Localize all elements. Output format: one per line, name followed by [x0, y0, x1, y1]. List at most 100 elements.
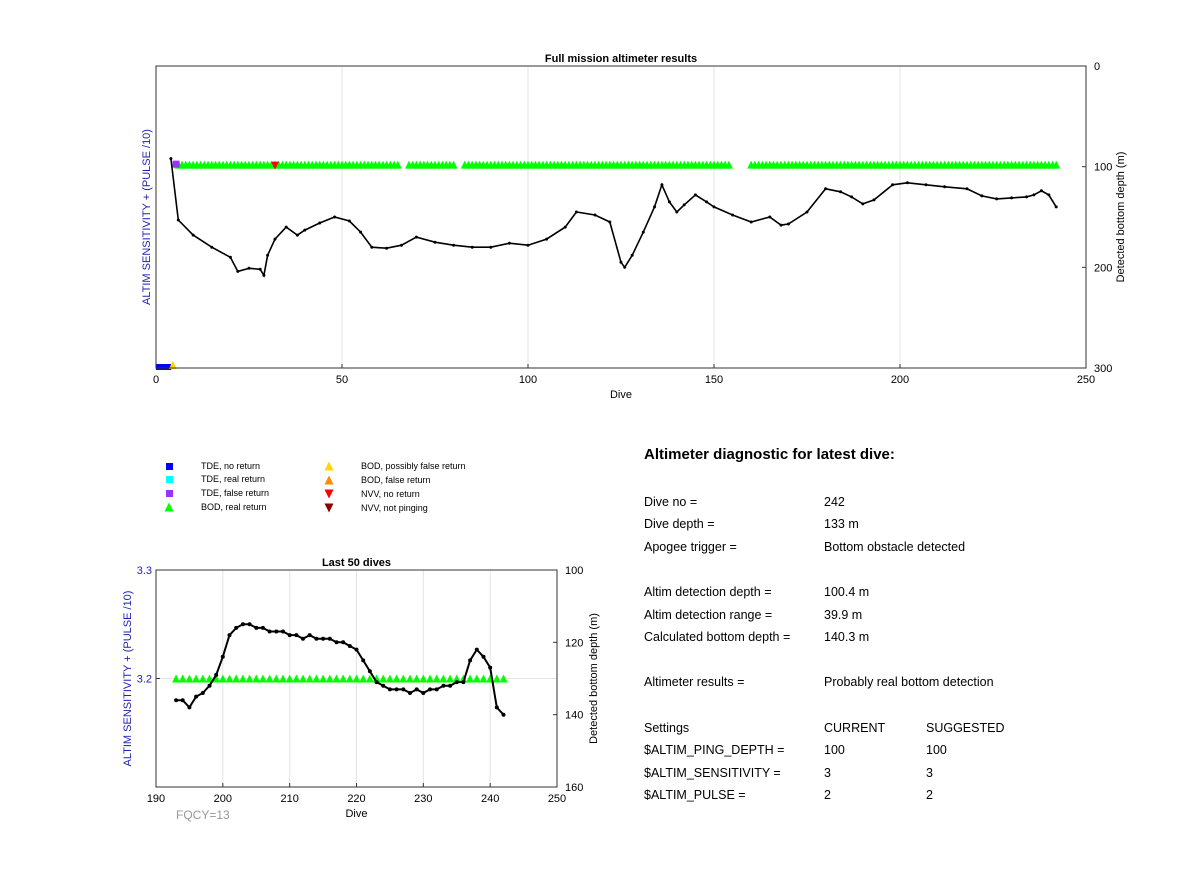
bod-real-return-marker [178, 674, 187, 683]
y-right-tick-label: 100 [565, 565, 583, 577]
bod-real-return-marker [232, 674, 241, 683]
bod-real-return-marker [225, 674, 234, 683]
bottom-depth-point [334, 640, 339, 645]
bottom-depth-point [1025, 195, 1028, 199]
bottom-depth-point [623, 265, 627, 269]
x-tick-label: 250 [1077, 374, 1095, 386]
bottom-depth-point [768, 215, 772, 219]
bottom-depth-point [749, 220, 753, 224]
bottom-depth-point [608, 220, 612, 224]
x-tick-label: 220 [347, 793, 365, 805]
bottom-depth-point [454, 680, 459, 685]
y-right-tick-label: 120 [565, 637, 583, 649]
legend-marker-square [166, 490, 173, 497]
bod-real-return-marker [218, 674, 227, 683]
legend-label: TDE, false return [201, 488, 269, 498]
tde-no-return-marker [156, 364, 172, 370]
bottom-depth-point [421, 691, 426, 695]
legend-marker-square [166, 463, 173, 470]
bod-real-return-marker [325, 674, 334, 683]
diag-label: Dive depth = [644, 517, 715, 531]
bod-real-return-marker [393, 160, 402, 169]
bod-real-return-marker [405, 674, 414, 683]
bottom-depth-point [295, 233, 299, 237]
bottom-depth-point [321, 636, 326, 641]
bod-real-return-marker [499, 674, 508, 683]
setting-suggested: 3 [926, 766, 933, 780]
bod-real-return-marker [459, 674, 468, 683]
bottom-depth-point [1039, 189, 1043, 193]
bod-real-return-marker [238, 674, 247, 683]
bod-real-return-marker [278, 674, 287, 683]
bottom-depth-point [361, 658, 366, 663]
y-right-tick-label: 0 [1094, 61, 1100, 73]
bottom-depth-point [266, 253, 270, 257]
bottom-depth-point [227, 633, 232, 638]
settings-header-suggested: SUGGESTED [926, 721, 1005, 735]
bottom-depth-point [247, 622, 252, 627]
y-left-tick-label: 3.2 [137, 674, 152, 686]
bod-real-return-marker [265, 674, 274, 683]
diag-value: 100.4 m [824, 585, 870, 599]
bottom-depth-point [965, 187, 969, 191]
bottom-depth-point [194, 694, 199, 699]
bottom-depth-point [414, 235, 418, 239]
bottom-depth-point [169, 157, 173, 161]
bod-real-return-marker [352, 674, 361, 683]
diag-label: Calculated bottom depth = [644, 630, 791, 644]
legend-marker-triangle [324, 475, 334, 485]
x-tick-label: 100 [519, 374, 537, 386]
bottom-depth-point [1032, 193, 1036, 197]
bottom-depth-point [180, 698, 185, 703]
bottom-depth-point [294, 633, 299, 638]
y-right-tick-label: 100 [1094, 162, 1112, 174]
settings-header-label: Settings [644, 721, 690, 735]
legend-marker-triangle [324, 503, 334, 513]
bottom-depth-point [307, 633, 312, 638]
bod-real-return-marker [399, 674, 408, 683]
bottom-depth-point [441, 683, 446, 688]
bod-real-return-marker [319, 674, 328, 683]
bod-real-return-marker [492, 674, 501, 683]
bod-real-return-marker [439, 674, 448, 683]
bottom-depth-point [1010, 196, 1014, 200]
bottom-depth-point [401, 687, 406, 692]
bottom-depth-point [174, 698, 179, 703]
bod-real-return-marker [359, 674, 368, 683]
bod-real-return-marker [419, 674, 428, 683]
bod-real-return-marker [479, 674, 488, 683]
bod-real-return-marker [332, 674, 341, 683]
setting-current: 100 [824, 743, 845, 757]
bottom-depth-point [779, 223, 783, 227]
bottom-depth-point [470, 245, 474, 249]
legend-label: BOD, real return [201, 502, 267, 512]
bottom-depth-point [260, 625, 265, 630]
y-right-tick-label: 200 [1094, 262, 1112, 274]
setting-label: $ALTIM_SENSITIVITY = [644, 766, 781, 780]
bod-real-return-marker [385, 674, 394, 683]
bottom-depth-point [408, 691, 412, 695]
bottom-depth-point [254, 625, 259, 630]
bottom-depth-point [214, 672, 219, 677]
bottom-depth-point [359, 230, 363, 234]
bottom-depth-point [262, 273, 266, 277]
bottom-depth-point [267, 629, 272, 634]
bottom-depth-point [414, 687, 419, 692]
bod-real-return-marker [258, 674, 267, 683]
setting-label: $ALTIM_PULSE = [644, 788, 746, 802]
x-axis-label: Dive [610, 389, 632, 401]
bottom-depth-point [653, 205, 656, 209]
bod-real-return-marker [472, 674, 481, 683]
bottom-depth-point [281, 629, 285, 634]
legend-label: TDE, real return [201, 474, 265, 484]
diag-value: 242 [824, 495, 845, 509]
fqcy-note: FQCY=13 [176, 808, 230, 822]
bod-real-return-marker [449, 160, 458, 169]
bottom-depth-point [207, 683, 212, 688]
bottom-depth-point [494, 705, 499, 710]
bod-real-return-marker [412, 674, 421, 683]
bottom-depth-point [526, 243, 530, 247]
plot-area [156, 66, 1086, 368]
bottom-depth-point [675, 210, 679, 214]
setting-current: 3 [824, 766, 831, 780]
